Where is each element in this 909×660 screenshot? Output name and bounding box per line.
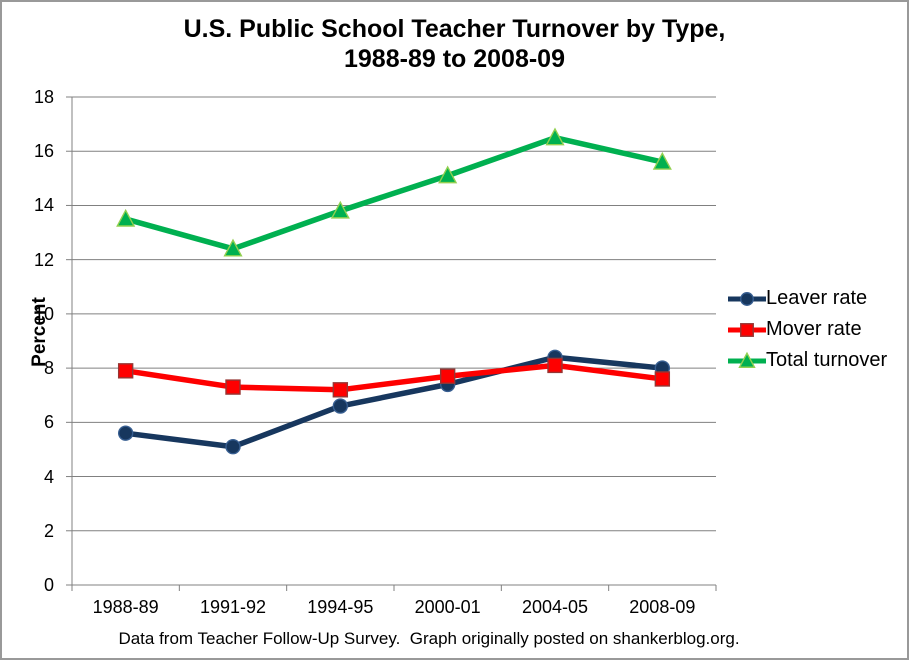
data-point-marker <box>223 238 243 257</box>
legend-item: Leaver rate <box>728 283 887 314</box>
data-point-marker <box>332 382 349 398</box>
x-tick-label: 2000-01 <box>414 597 481 617</box>
x-tick-label: 2008-09 <box>629 597 696 617</box>
legend-item: Mover rate <box>728 314 887 345</box>
data-point-marker <box>545 127 565 146</box>
y-tick-label: 8 <box>43 358 54 379</box>
series-line <box>122 134 666 252</box>
y-tick-label: 12 <box>33 249 54 270</box>
x-tick-label: 1994-95 <box>307 597 374 617</box>
legend-item: Total turnover <box>728 345 887 376</box>
data-point-marker <box>225 439 241 455</box>
legend-marker-icon <box>728 291 766 306</box>
legend-label: Mover rate <box>766 318 862 340</box>
y-axis-tick-labels: 0 2 4 6 8 10 12 14 16 18 <box>2 2 62 658</box>
chart-title: U.S. Public School Teacher Turnover by T… <box>2 14 907 74</box>
data-point-marker <box>117 425 134 441</box>
data-point-marker <box>652 151 672 170</box>
data-point-marker <box>225 379 241 395</box>
y-tick-label: 4 <box>43 466 54 487</box>
y-tick-label: 14 <box>33 195 54 216</box>
data-point-marker <box>547 357 563 374</box>
y-tick-label: 2 <box>43 520 54 541</box>
data-point-marker <box>439 368 456 384</box>
x-tick-label: 1991-92 <box>199 597 267 617</box>
chart-title-line1: U.S. Public School Teacher Turnover by T… <box>183 15 726 43</box>
x-tick-label: 1988-89 <box>92 597 159 617</box>
legend-marker <box>740 322 754 337</box>
data-point-marker <box>332 398 349 414</box>
legend-marker <box>738 351 756 368</box>
footer-note: Data from Teacher Follow-Up Survey. Grap… <box>118 629 740 648</box>
y-tick-label: 10 <box>33 303 54 324</box>
series-line <box>122 354 666 450</box>
legend: Leaver rate Mover rate Total turnover <box>728 283 887 376</box>
data-point-marker <box>654 371 671 387</box>
legend-label: Leaver rate <box>766 287 868 309</box>
x-tick-label: 2004-05 <box>521 597 589 617</box>
series-line <box>122 362 666 393</box>
legend-marker <box>740 291 754 306</box>
y-tick-label: 6 <box>43 412 54 433</box>
legend-marker-icon <box>728 322 766 337</box>
legend-marker-icon <box>728 351 766 368</box>
data-point-marker <box>330 200 350 219</box>
x-axis-tick-labels: 1988-89 1991-92 1994-95 2000-01 2004-05 2008-… <box>2 596 907 620</box>
chart-title-line2: 1988-89 to 2008-09 <box>344 45 565 73</box>
data-point-marker <box>438 165 458 184</box>
legend-label: Total turnover <box>766 349 888 371</box>
y-tick-label: 0 <box>43 575 54 595</box>
data-point-marker <box>117 363 134 379</box>
y-tick-label: 16 <box>33 141 54 162</box>
data-point-marker <box>116 208 136 227</box>
y-tick-label: 18 <box>33 87 54 107</box>
